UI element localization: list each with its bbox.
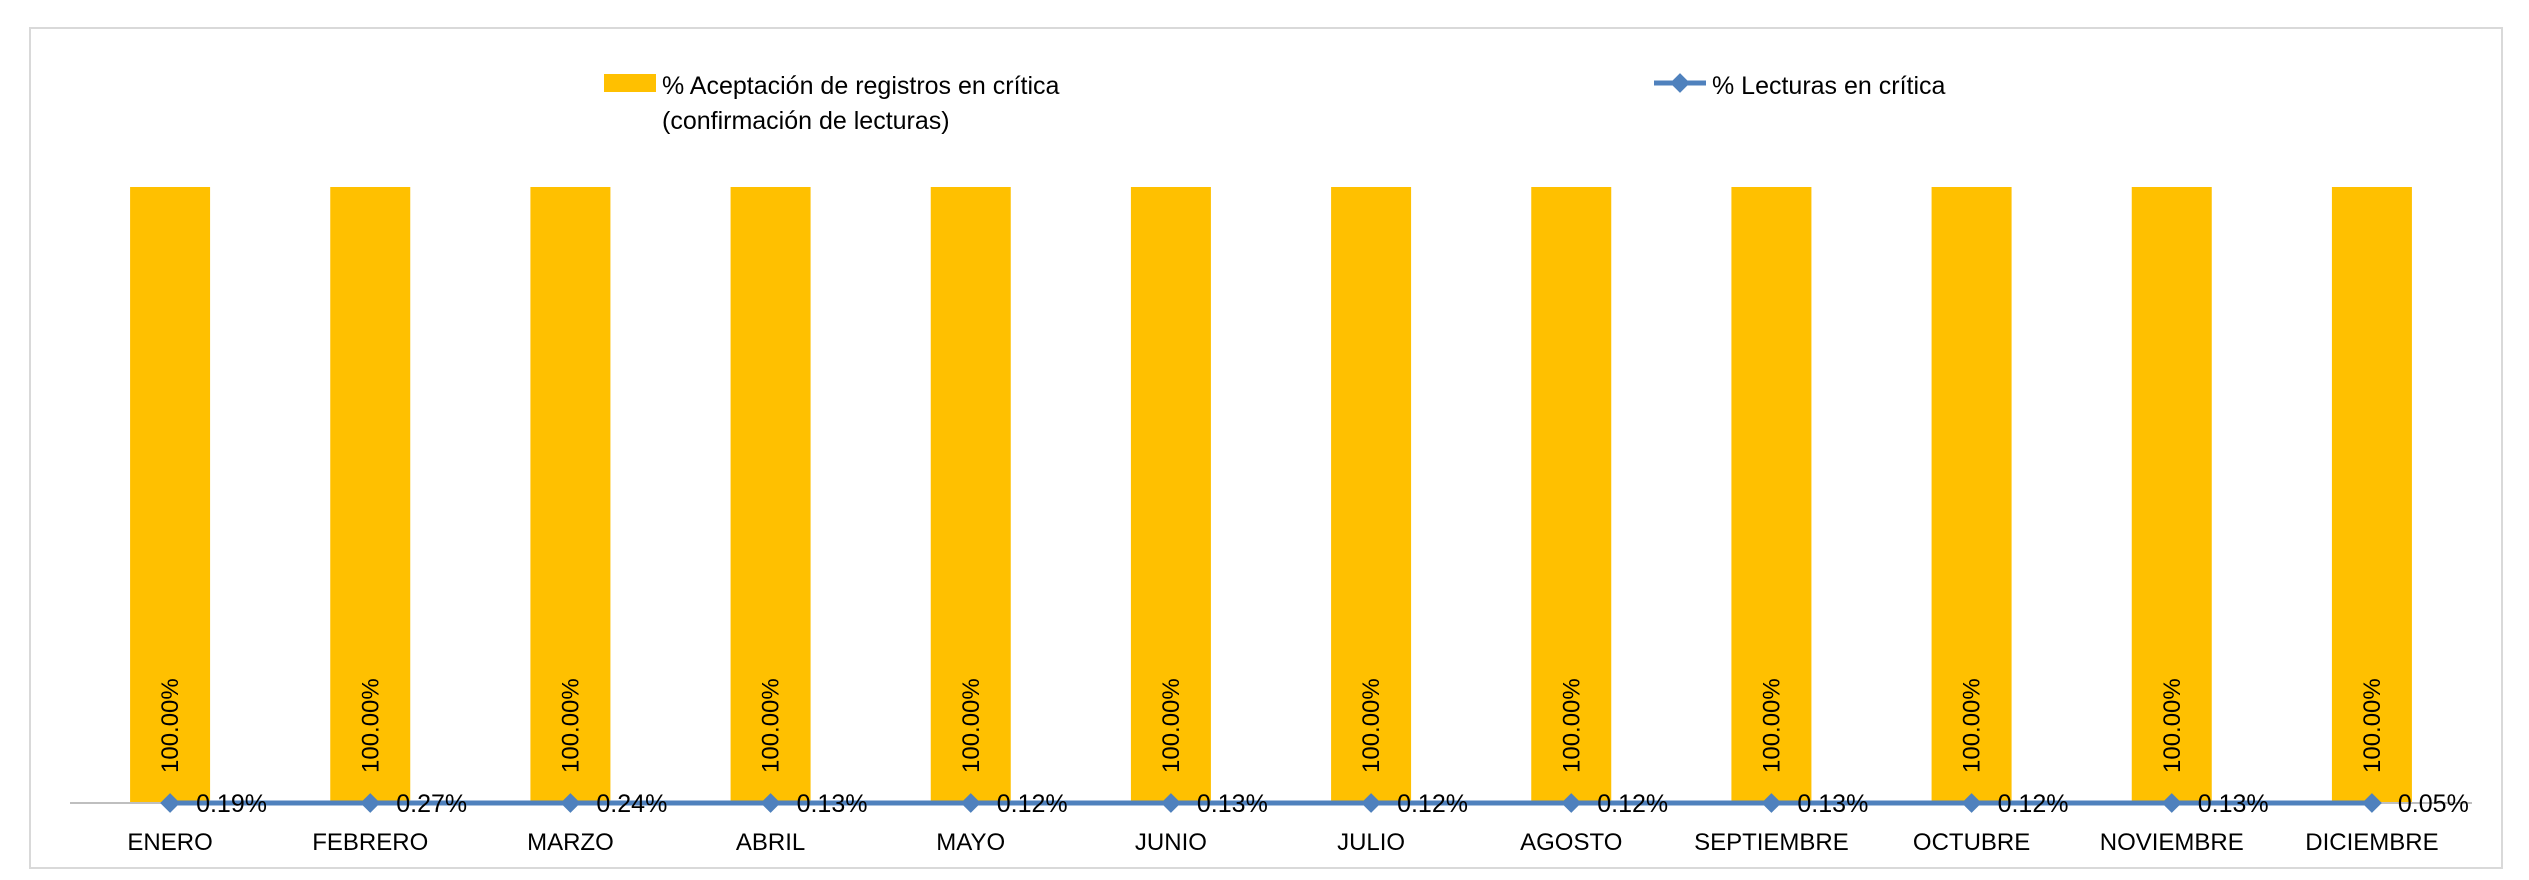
bar <box>2331 187 2412 803</box>
line-data-label: 0.24% <box>596 790 667 818</box>
bar <box>730 187 811 803</box>
bar-data-label: 100.00% <box>1758 678 1785 773</box>
line-data-label: 0.27% <box>396 790 467 818</box>
line-data-label: 0.12% <box>1397 790 1468 818</box>
category-label: DICIEMBRE <box>2305 829 2438 856</box>
line-data-label: 0.12% <box>997 790 1068 818</box>
line-data-label: 0.05% <box>2398 790 2469 818</box>
legend: % Aceptación de registros en crítica (co… <box>604 72 1946 135</box>
category-label: ABRIL <box>736 829 805 856</box>
bar-data-label: 100.00% <box>1558 678 1585 773</box>
line-data-label: 0.13% <box>1197 790 1268 818</box>
line-point <box>560 793 581 813</box>
bar-data-labels: 100.00% 100.00% 100.00% 100.00% 100.00% 100.0… <box>157 678 2386 773</box>
line-point <box>360 793 381 813</box>
bar-data-label: 100.00% <box>1358 678 1385 773</box>
category-label: OCTUBRE <box>1913 829 2030 856</box>
bar <box>130 187 211 803</box>
bar <box>1331 187 1412 803</box>
line-point <box>760 793 781 813</box>
bar-data-label: 100.00% <box>758 678 785 773</box>
category-label: MAYO <box>936 829 1005 856</box>
line-data-label: 0.13% <box>2198 790 2269 818</box>
line-point <box>1161 793 1181 813</box>
line-data-label: 0.13% <box>1797 790 1868 818</box>
bar-data-label: 100.00% <box>1959 678 1986 773</box>
bar-data-label: 100.00% <box>2359 678 2386 773</box>
bar <box>2131 187 2212 803</box>
line-point <box>1561 793 1582 813</box>
bar <box>1931 187 2012 803</box>
category-label: MARZO <box>527 829 614 856</box>
bar-data-label: 100.00% <box>958 678 985 773</box>
category-label: AGOSTO <box>1520 829 1622 856</box>
category-label: NOVIEMBRE <box>2100 829 2244 856</box>
category-labels: ENERO FEBRERO MARZO ABRIL MAYO JUNIO JULIO AGOS… <box>127 829 2438 856</box>
category-label: FEBRERO <box>312 829 428 856</box>
chart-frame <box>29 27 2503 869</box>
bar-series <box>130 187 2412 803</box>
legend-line-marker <box>1670 73 1690 93</box>
legend-line-label: % Lecturas en crítica <box>1712 72 1946 100</box>
line-point <box>1961 793 1982 813</box>
category-label: JULIO <box>1337 829 1405 856</box>
line-data-label: 0.13% <box>797 790 868 818</box>
legend-bar-label-line2: (confirmación de lecturas) <box>662 107 950 135</box>
bar-data-label: 100.00% <box>1158 678 1185 773</box>
line-point <box>2362 793 2382 813</box>
bar-data-label: 100.00% <box>2159 678 2186 773</box>
bar-data-label: 100.00% <box>157 678 184 773</box>
bar <box>1531 187 1612 803</box>
line-point <box>1361 793 1381 813</box>
category-label: JUNIO <box>1135 829 1207 856</box>
legend-bar-label-line1: % Aceptación de registros en crítica <box>662 72 1060 100</box>
bar <box>1130 187 1211 803</box>
bar <box>930 187 1011 803</box>
legend-bar-swatch <box>604 74 656 92</box>
line-point <box>1761 793 1782 813</box>
line-data-label: 0.19% <box>196 790 267 818</box>
bar <box>530 187 611 803</box>
bar <box>330 187 411 803</box>
line-series: 0.19% 0.27% 0.24% 0.13% 0.12% 0.13% 0.12% 0.12%… <box>160 790 2469 818</box>
bar-data-label: 100.00% <box>557 678 584 773</box>
category-label: SEPTIEMBRE <box>1694 829 1849 856</box>
bar <box>1731 187 1812 803</box>
line-point <box>960 793 981 813</box>
bar-data-label: 100.00% <box>357 678 384 773</box>
category-label: ENERO <box>127 829 212 856</box>
line-point <box>2161 793 2182 813</box>
line-data-label: 0.12% <box>1998 790 2069 818</box>
line-data-label: 0.12% <box>1597 790 1668 818</box>
